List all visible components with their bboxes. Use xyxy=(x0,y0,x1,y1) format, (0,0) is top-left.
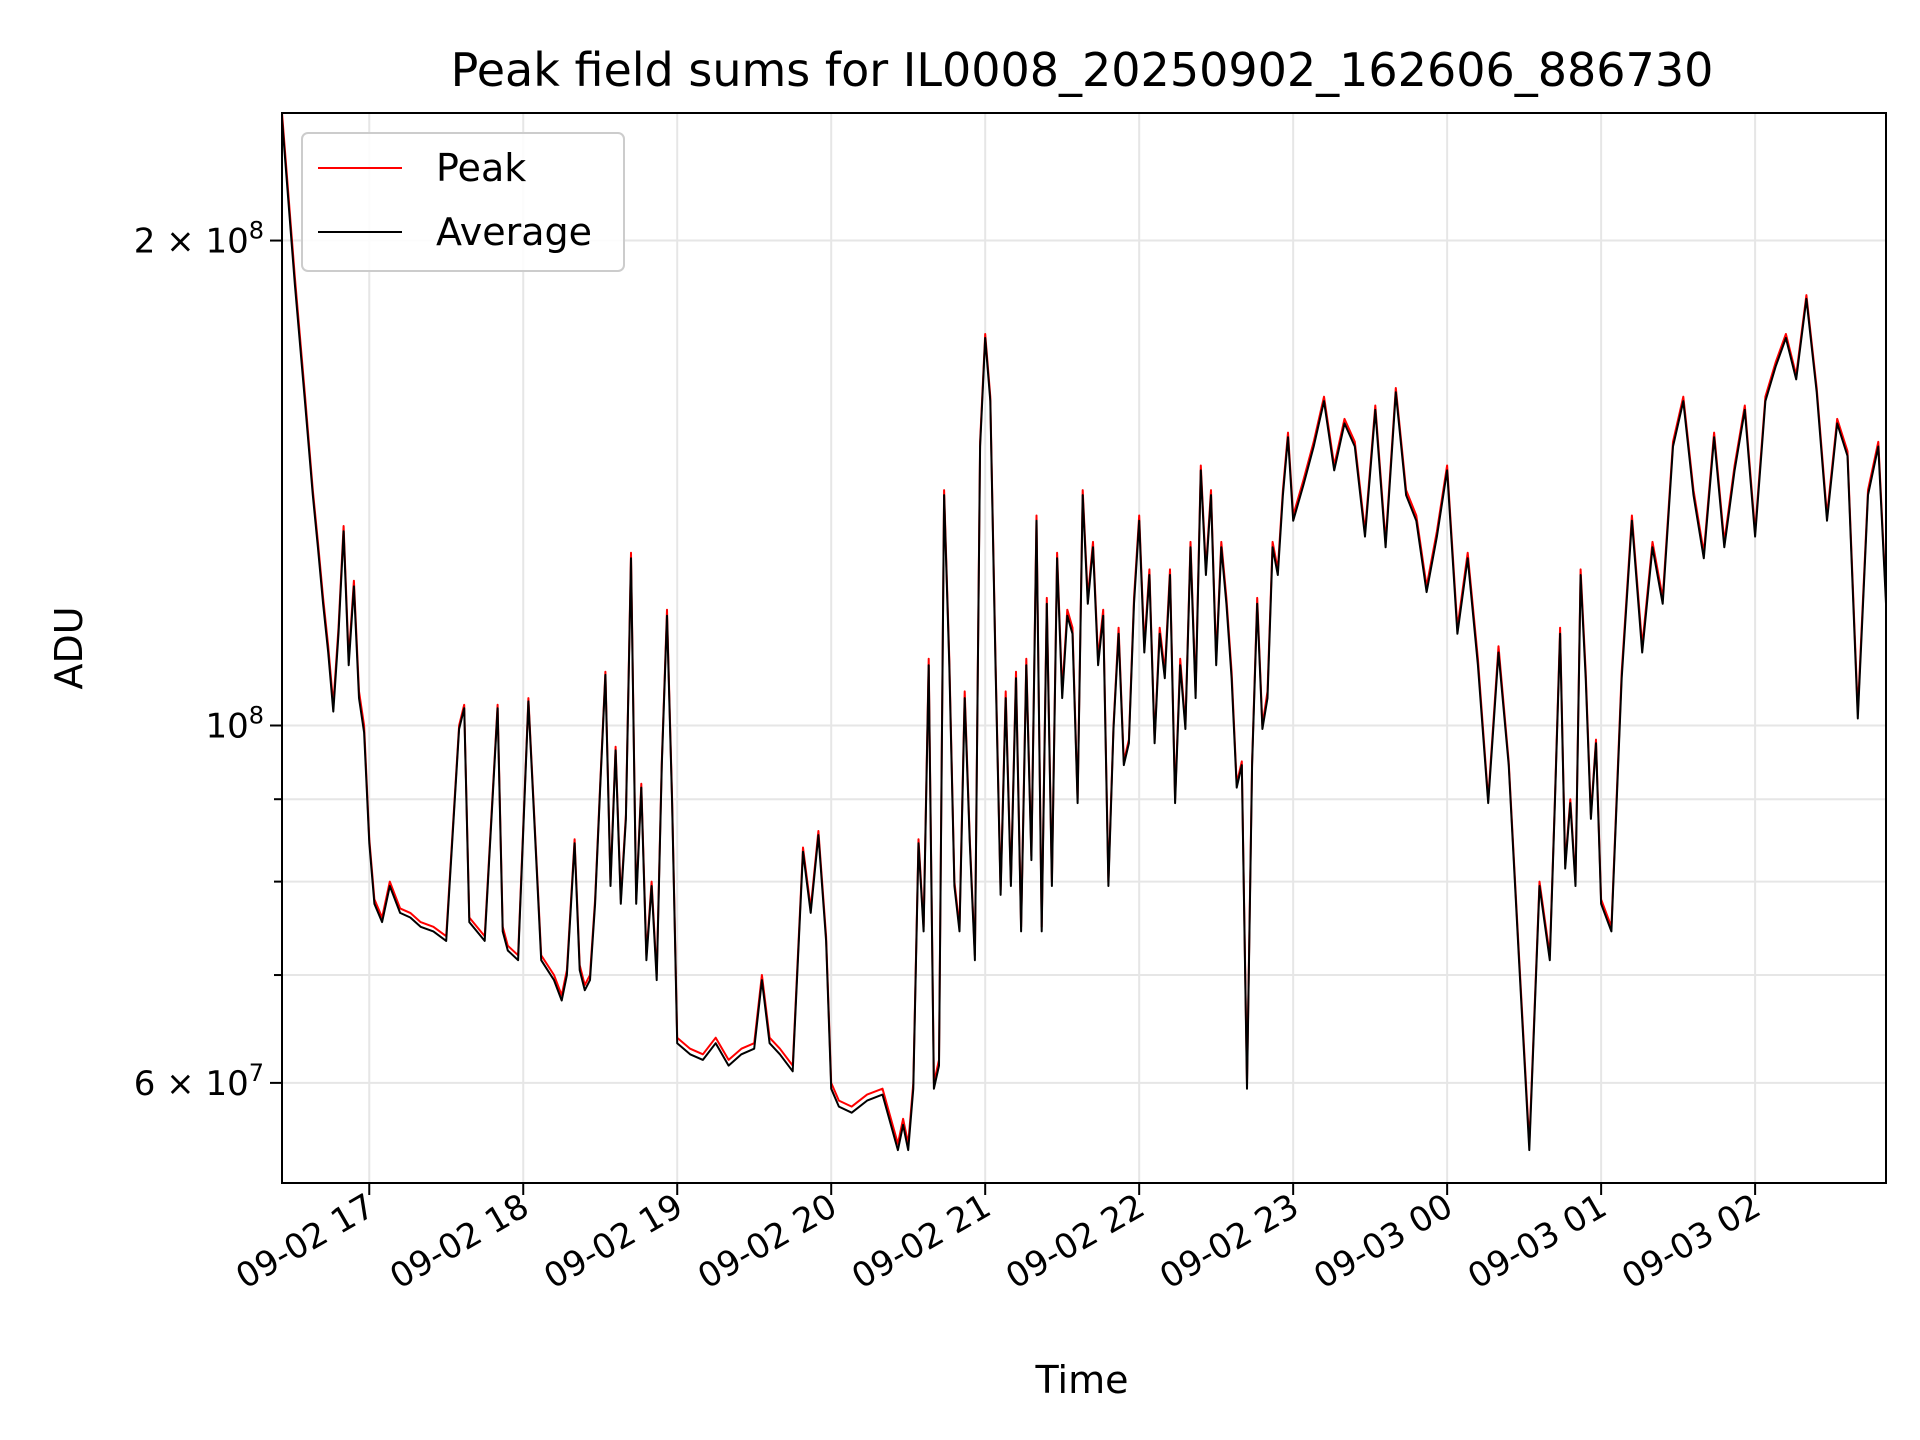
grid xyxy=(282,113,1886,1183)
x-axis-label: Time xyxy=(1035,1358,1129,1402)
y-tick-label: 108 xyxy=(205,701,264,746)
legend-label-average: Average xyxy=(436,210,592,254)
legend-label-peak: Peak xyxy=(436,146,526,190)
y-axis-label: ADU xyxy=(47,606,91,689)
y-tick-label: 2 × 108 xyxy=(134,217,264,262)
plot-frame xyxy=(281,112,1887,1184)
series-lines xyxy=(282,113,1886,1152)
chart-title: Peak field sums for IL0008_20250902_1626… xyxy=(451,43,1714,97)
y-tick-label: 6 × 107 xyxy=(134,1059,264,1104)
series-line-average xyxy=(282,118,1886,1152)
legend: Peak Average xyxy=(301,132,625,272)
